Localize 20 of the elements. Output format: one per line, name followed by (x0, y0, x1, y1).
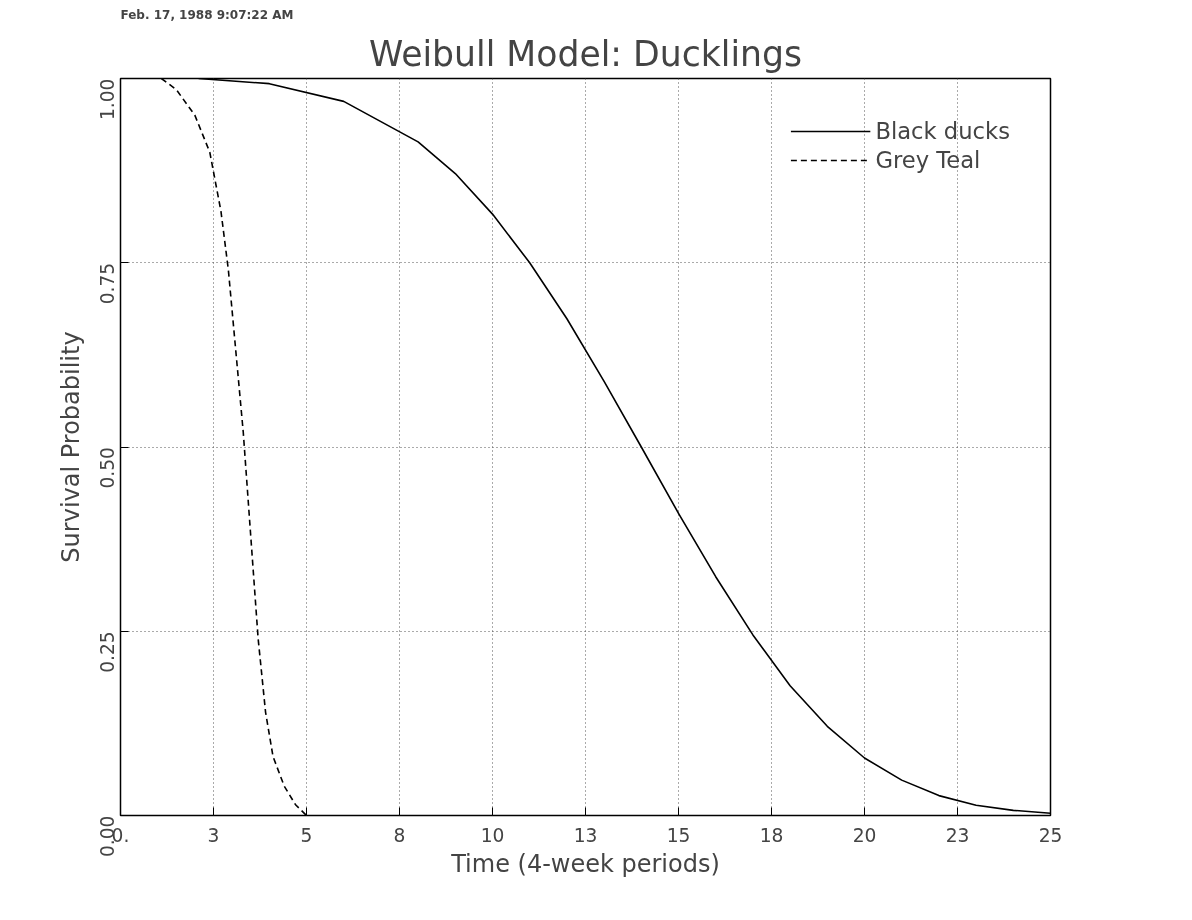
x-tick-label: 25 (1038, 824, 1063, 846)
y-tick-label: 0.25 (96, 631, 118, 673)
text: Feb. 17, 1988 9:07:22 AM (120, 7, 294, 22)
x-tick-label: 10 (480, 824, 505, 846)
x-tick-label: 8 (393, 824, 406, 846)
y-tick-label: 1.00 (96, 78, 118, 121)
x-tick-label: 15 (666, 824, 691, 846)
chart-title: Weibull Model: Ducklings (368, 33, 803, 74)
x-tick-label: 13 (573, 824, 598, 846)
y-tick-label: 0.75 (96, 262, 118, 305)
legend-label: Grey Teal (875, 147, 981, 173)
x-tick-label: 3 (207, 824, 220, 846)
x-tick-label: 5 (300, 824, 313, 846)
x-axis-title: Time (4-week periods) (450, 849, 720, 878)
x-tick-label: 20 (852, 824, 877, 846)
x-tick-label: 23 (945, 824, 970, 846)
x-tick-label: 18 (759, 824, 784, 846)
y-axis-title: Survival Probability (56, 331, 85, 563)
legend-label: Black ducks (875, 118, 1010, 144)
y-tick-label: 0.50 (96, 446, 118, 489)
